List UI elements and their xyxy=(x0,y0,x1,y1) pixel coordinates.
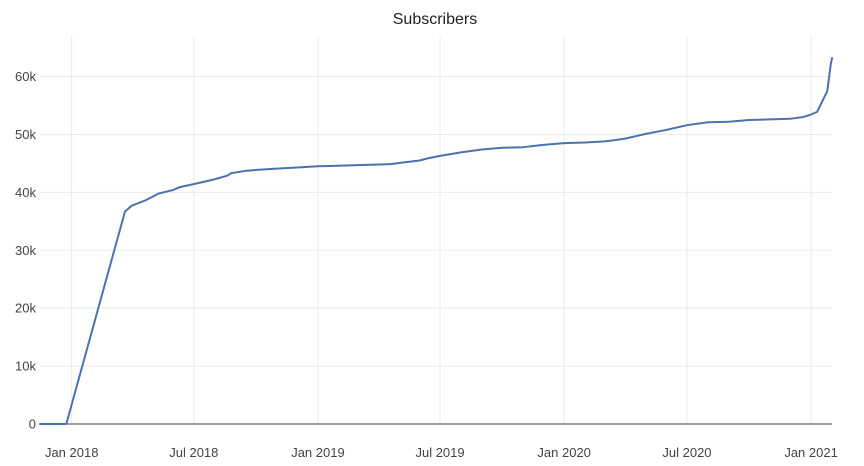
chart-title: Subscribers xyxy=(393,11,477,28)
axis-layer: 0 10k 20k 30k 40k 50k 60k Jan 2018 Jul 2018 Jan 2… xyxy=(15,69,838,460)
series-layer xyxy=(39,57,833,425)
y-tick-label: 0 xyxy=(29,417,36,432)
y-tick-label: 10k xyxy=(15,359,36,374)
y-tick-label: 30k xyxy=(15,243,36,258)
y-tick-label: 40k xyxy=(15,185,36,200)
x-tick-label: Jan 2020 xyxy=(537,445,591,460)
x-tick-label: Jul 2018 xyxy=(169,445,218,460)
x-tick-label: Jan 2018 xyxy=(45,445,99,460)
y-tick-label: 50k xyxy=(15,127,36,142)
x-tick-label: Jan 2019 xyxy=(291,445,345,460)
x-tick-label: Jul 2019 xyxy=(415,445,464,460)
y-tick-label: 60k xyxy=(15,69,36,84)
y-tick-label: 20k xyxy=(15,301,36,316)
series-line-0 xyxy=(39,57,833,425)
x-tick-label: Jul 2020 xyxy=(662,445,711,460)
x-tick-label: Jan 2021 xyxy=(784,445,838,460)
grid-layer xyxy=(40,36,832,424)
